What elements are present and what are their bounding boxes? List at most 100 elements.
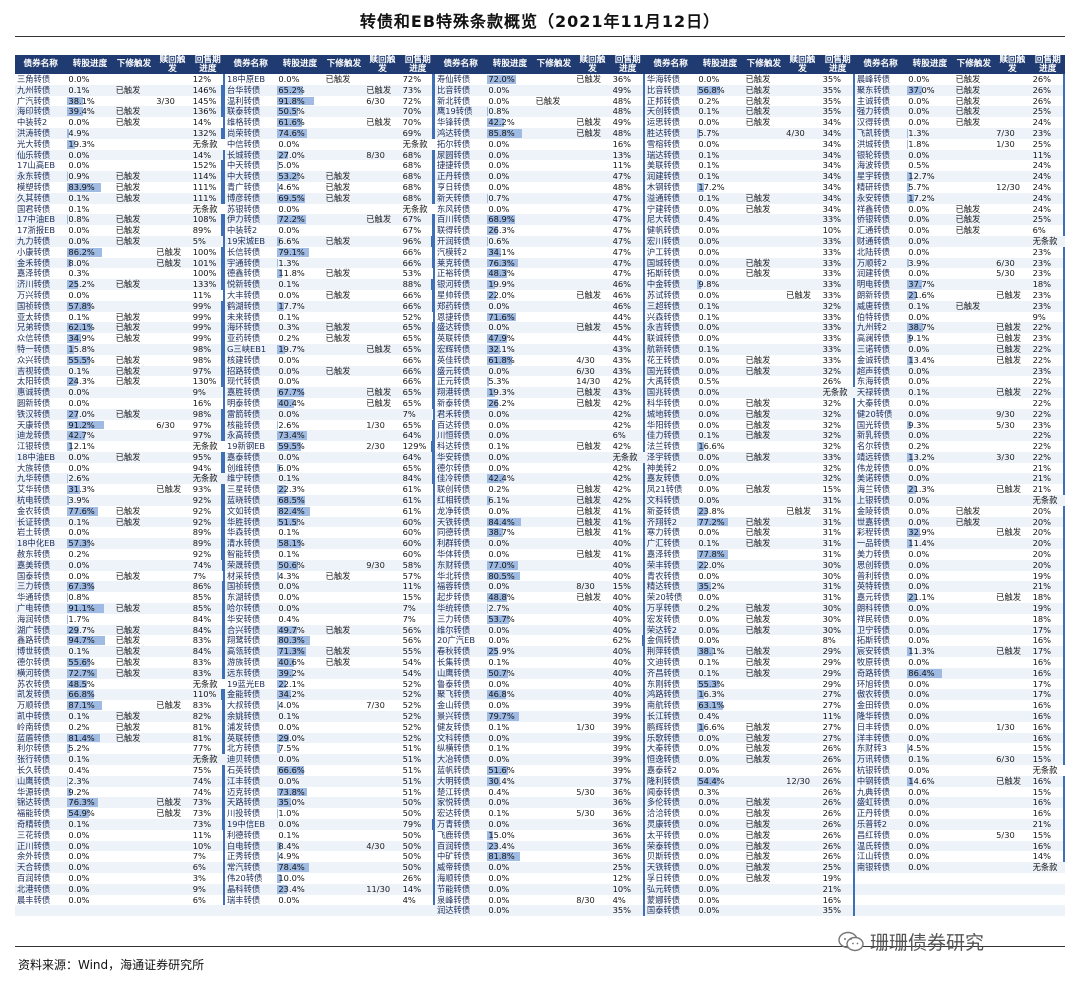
putback-progress-value: 68%: [402, 149, 422, 160]
reset-trigger-cell: [743, 765, 785, 776]
putback-progress-cell: 34%: [820, 117, 855, 128]
progress-bar: [907, 744, 910, 754]
header-progress: 转股进度: [906, 55, 954, 74]
putback-progress-cell: 100%: [190, 246, 225, 258]
bond-name-cell: 迈克转债: [224, 786, 277, 798]
putback-progress-value: 16%: [1032, 667, 1052, 678]
conversion-progress-cell: 0.0%: [696, 484, 744, 496]
reset-trigger-cell: [953, 559, 995, 571]
reset-trigger-cell: [533, 289, 575, 301]
putback-progress-value: 22%: [1032, 408, 1052, 419]
redeem-trigger-cell: [154, 192, 191, 204]
redeem-trigger-cell: [364, 408, 401, 420]
redeem-trigger-cell: [784, 797, 821, 809]
redeem-trigger-cell: [784, 257, 821, 269]
reset-trigger-cell: [533, 667, 575, 679]
putback-bar: [642, 387, 645, 398]
redeem-trigger-cell: [154, 732, 191, 744]
putback-bar: [1063, 343, 1065, 355]
putback-progress-cell: 35%: [820, 74, 855, 85]
putback-bar: [221, 311, 225, 323]
conversion-progress-cell: 0.0%: [486, 862, 534, 873]
redeem-trigger-cell: [154, 397, 191, 409]
reset-trigger-cell: [953, 678, 995, 690]
redeem-trigger-cell: [364, 268, 401, 280]
putback-progress-cell: 26%: [400, 872, 435, 884]
putback-bar: [221, 711, 225, 722]
progress-bar: [67, 258, 71, 268]
redeem-trigger-cell: [994, 743, 1031, 755]
conversion-progress-cell: 0.0%: [696, 883, 744, 895]
putback-progress-cell: 133%: [190, 279, 225, 290]
table-row: 光大转债 19.3% 无条款 中信转债 0.0% 无条款 拓尔转债 0.0% 16% 雪榕转债 0.…: [15, 138, 1065, 150]
progress-bar: [67, 409, 79, 419]
putback-progress-cell: 22%: [1030, 430, 1065, 442]
progress-bar: [277, 344, 286, 354]
progress-bar: [697, 85, 721, 95]
conversion-progress-value: 61.6%: [278, 117, 305, 128]
table-row: 万兴转债 0.0% 11% 大丰转债 0.0% 已触发 66% 星帅转债 22.0% 已触发 46%…: [15, 289, 1065, 301]
conversion-progress-value: 0.3%: [278, 322, 300, 333]
conversion-progress-cell: 0.7%: [486, 192, 534, 204]
putback-bar: [852, 171, 855, 182]
table-row: 18中油EB 0.0% 已触发 95% 嘉泰转债 0.0% 64% 华安转债 0.0% 无条款 泽宇…: [15, 451, 1065, 463]
putback-bar: [431, 235, 435, 247]
conversion-progress-cell: 0.0%: [906, 235, 954, 247]
progress-bar: [697, 722, 704, 732]
putback-bar: [431, 473, 435, 485]
redeem-trigger-cell: [994, 732, 1031, 744]
reset-trigger-cell: 已触发: [953, 117, 995, 128]
putback-progress-value: 64%: [402, 451, 422, 462]
putback-bar: [432, 387, 435, 398]
conversion-progress-value: 0.0%: [908, 505, 930, 516]
conversion-progress-value: 8.4%: [278, 840, 300, 851]
putback-progress-value: 29%: [822, 678, 842, 689]
putback-progress-value: 92%: [192, 516, 212, 527]
putback-bar: [642, 538, 645, 550]
redeem-trigger-cell: [574, 171, 611, 182]
bond-name-cell: 17山高EB: [15, 160, 67, 172]
conversion-progress-cell: 72.7%: [66, 667, 114, 679]
reset-trigger-cell: [743, 149, 785, 161]
redeem-trigger-cell: [154, 624, 191, 636]
redeem-trigger-cell: [574, 700, 611, 712]
putback-bar: [642, 754, 645, 765]
conversion-progress-value: 5.0%: [278, 160, 300, 171]
bond-name-cell: 聚飞转债: [434, 689, 487, 701]
redeem-trigger-cell: [154, 592, 191, 604]
table-row: 九华转债 2.6% 无条款 维宁转债 0.1% 84% 佳冷转债 42.4% 42% 嘉友转债 0.…: [15, 473, 1065, 485]
conversion-progress-cell: 66.6%: [276, 765, 324, 776]
conversion-progress-value: 0.1%: [278, 311, 300, 322]
conversion-progress-value: 7.5%: [278, 743, 300, 754]
putback-progress-cell: 64%: [400, 430, 435, 442]
putback-bar: [852, 311, 855, 323]
redeem-trigger-cell: [574, 419, 611, 431]
conversion-progress-value: 0.0%: [68, 225, 90, 236]
bond-name-cell: 木钢转债: [644, 181, 697, 193]
header-redeem: 赎回触发: [784, 55, 821, 74]
reset-trigger-cell: 已触发: [953, 84, 995, 96]
reset-trigger-cell: 已触发: [323, 74, 365, 85]
putback-bar: [852, 451, 855, 463]
conversion-progress-value: 0.1%: [488, 743, 510, 754]
putback-progress-value: 26%: [822, 808, 842, 819]
putback-progress-value: 30%: [822, 603, 842, 614]
putback-progress-value: 33%: [822, 257, 842, 268]
conversion-progress-value: 0.0%: [908, 549, 930, 560]
putback-progress-value: 22%: [1032, 343, 1052, 354]
putback-progress-value: 67%: [402, 214, 422, 225]
redeem-trigger-cell: [154, 743, 191, 755]
redeem-trigger-cell: 3/30: [994, 451, 1031, 463]
putback-progress-cell: 74%: [190, 786, 225, 798]
bond-name-cell: 华体转债: [434, 549, 487, 560]
putback-bar: [642, 171, 645, 182]
conversion-progress-cell: 0.8%: [486, 106, 534, 118]
bond-name-cell: 三诺转债: [854, 343, 907, 355]
putback-bar: [222, 883, 225, 895]
putback-bar: [432, 95, 435, 107]
bond-name-cell: 尿圆转债: [434, 149, 487, 161]
conversion-progress-value: 0.0%: [908, 225, 930, 236]
conversion-progress-value: 17.7%: [278, 300, 305, 311]
bond-name-cell: 伟20转债: [224, 872, 277, 884]
conversion-progress-value: 16.3%: [698, 689, 725, 700]
